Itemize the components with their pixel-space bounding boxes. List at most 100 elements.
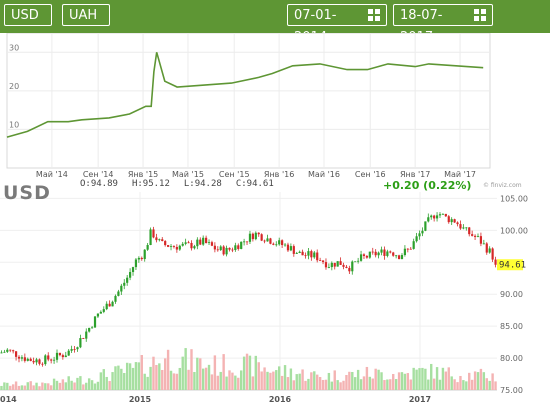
volume-bar xyxy=(23,385,27,390)
candle-body xyxy=(468,227,471,235)
candle-body xyxy=(67,350,70,356)
volume-bar xyxy=(321,379,325,390)
volume-bar xyxy=(333,370,336,390)
volume-bar xyxy=(383,380,386,390)
overview-line-chart[interactable]: 10 20 30 Май '14 Сен '14 Янв '15 Май '15 Сен '… xyxy=(0,33,550,178)
candle-body xyxy=(336,261,339,267)
calendar-grid-icon xyxy=(368,9,380,21)
last-price-tag: 94.61 xyxy=(497,259,526,271)
x-tick-label: Май '15 xyxy=(172,170,204,178)
volume-bar xyxy=(172,373,176,390)
candle-body xyxy=(47,355,50,360)
volume-bar xyxy=(6,382,9,390)
volume-bar xyxy=(301,369,304,390)
candle-body xyxy=(266,238,269,242)
base-currency-button[interactable]: USD xyxy=(4,4,52,26)
volume-bar xyxy=(20,385,24,390)
volume-bar xyxy=(371,378,374,390)
volume-bar xyxy=(239,370,243,390)
candle-body xyxy=(272,243,275,245)
volume-bar xyxy=(0,385,3,390)
volume-bar xyxy=(41,382,44,390)
volume-bar xyxy=(459,375,462,390)
volume-bar xyxy=(450,376,453,390)
volume-bar xyxy=(90,380,94,390)
candle-body xyxy=(421,230,424,234)
candle-body xyxy=(73,349,76,350)
volume-bar xyxy=(386,379,389,390)
candle-body xyxy=(61,355,64,358)
candle-body xyxy=(234,245,237,250)
volume-bar xyxy=(421,367,424,390)
ohlc-readout: O:94.89 H:95.12 L:94.28 C:94.61 xyxy=(80,179,288,189)
candle-body xyxy=(190,242,193,249)
volume-bar xyxy=(85,382,88,390)
base-currency-label: USD xyxy=(11,8,39,23)
candle-body xyxy=(181,243,184,246)
volume-bar xyxy=(175,373,179,390)
candle-body xyxy=(76,347,79,350)
candle-body xyxy=(210,242,214,246)
volume-bar xyxy=(166,349,170,390)
candle-body xyxy=(120,285,123,292)
candle-body xyxy=(412,241,415,249)
candle-body xyxy=(93,316,97,328)
volume-bar xyxy=(494,381,497,390)
volume-bar xyxy=(441,367,445,390)
candle-body xyxy=(225,247,228,255)
quote-currency-button[interactable]: UAH xyxy=(62,4,110,26)
candle-body xyxy=(231,249,234,251)
candle-body xyxy=(70,349,73,351)
candle-body xyxy=(389,251,392,253)
volume-bar xyxy=(365,366,369,390)
x-tick-label: Янв '15 xyxy=(128,170,158,178)
volume-bar xyxy=(430,363,433,390)
candle-body xyxy=(319,260,322,262)
candle-body xyxy=(237,245,240,249)
candle-body xyxy=(64,355,67,358)
candle-body xyxy=(149,229,152,246)
volume-bar xyxy=(424,368,427,390)
volume-bar xyxy=(52,378,56,390)
volume-bar xyxy=(120,368,123,390)
candle-body xyxy=(187,242,190,244)
volume-bar xyxy=(304,380,307,390)
volume-bar xyxy=(476,372,480,390)
volume-bar xyxy=(289,368,293,390)
volume-bar xyxy=(105,376,108,390)
candle-body xyxy=(427,217,430,222)
candle-body xyxy=(371,251,374,253)
candle-body xyxy=(441,213,445,215)
candle-body xyxy=(403,248,407,256)
volume-bar xyxy=(96,381,100,390)
candle-body xyxy=(295,252,298,254)
candle-body xyxy=(415,236,418,242)
x-tick-label: Май '14 xyxy=(36,170,68,178)
volume-bar xyxy=(93,383,97,390)
candle-body xyxy=(304,255,307,257)
volume-bar xyxy=(196,357,199,390)
volume-bar xyxy=(210,374,214,390)
volume-bar xyxy=(318,376,322,390)
candle-body xyxy=(196,239,199,247)
date-to-picker[interactable]: 18-07-2017 xyxy=(393,4,493,45)
volume-bar xyxy=(178,367,181,390)
candle-body xyxy=(494,259,497,265)
volume-bar xyxy=(356,369,360,390)
candle-body xyxy=(289,246,292,251)
candle-body xyxy=(82,338,85,339)
time-tick-label: 2015 xyxy=(129,395,152,404)
date-from-picker[interactable]: 07-01-2014 xyxy=(287,4,387,45)
candle-body xyxy=(35,359,38,363)
candle-body xyxy=(386,251,389,256)
volume-bar xyxy=(231,372,234,390)
price-tick-label: 75.00 xyxy=(500,386,523,395)
candle-body xyxy=(447,216,450,223)
x-tick-label: Сен '14 xyxy=(83,170,114,178)
volume-bar xyxy=(55,380,59,390)
volume-bar xyxy=(400,372,404,390)
x-tick-label: Янв '17 xyxy=(400,170,430,178)
volume-bar xyxy=(108,381,111,390)
candle-body xyxy=(58,352,62,356)
